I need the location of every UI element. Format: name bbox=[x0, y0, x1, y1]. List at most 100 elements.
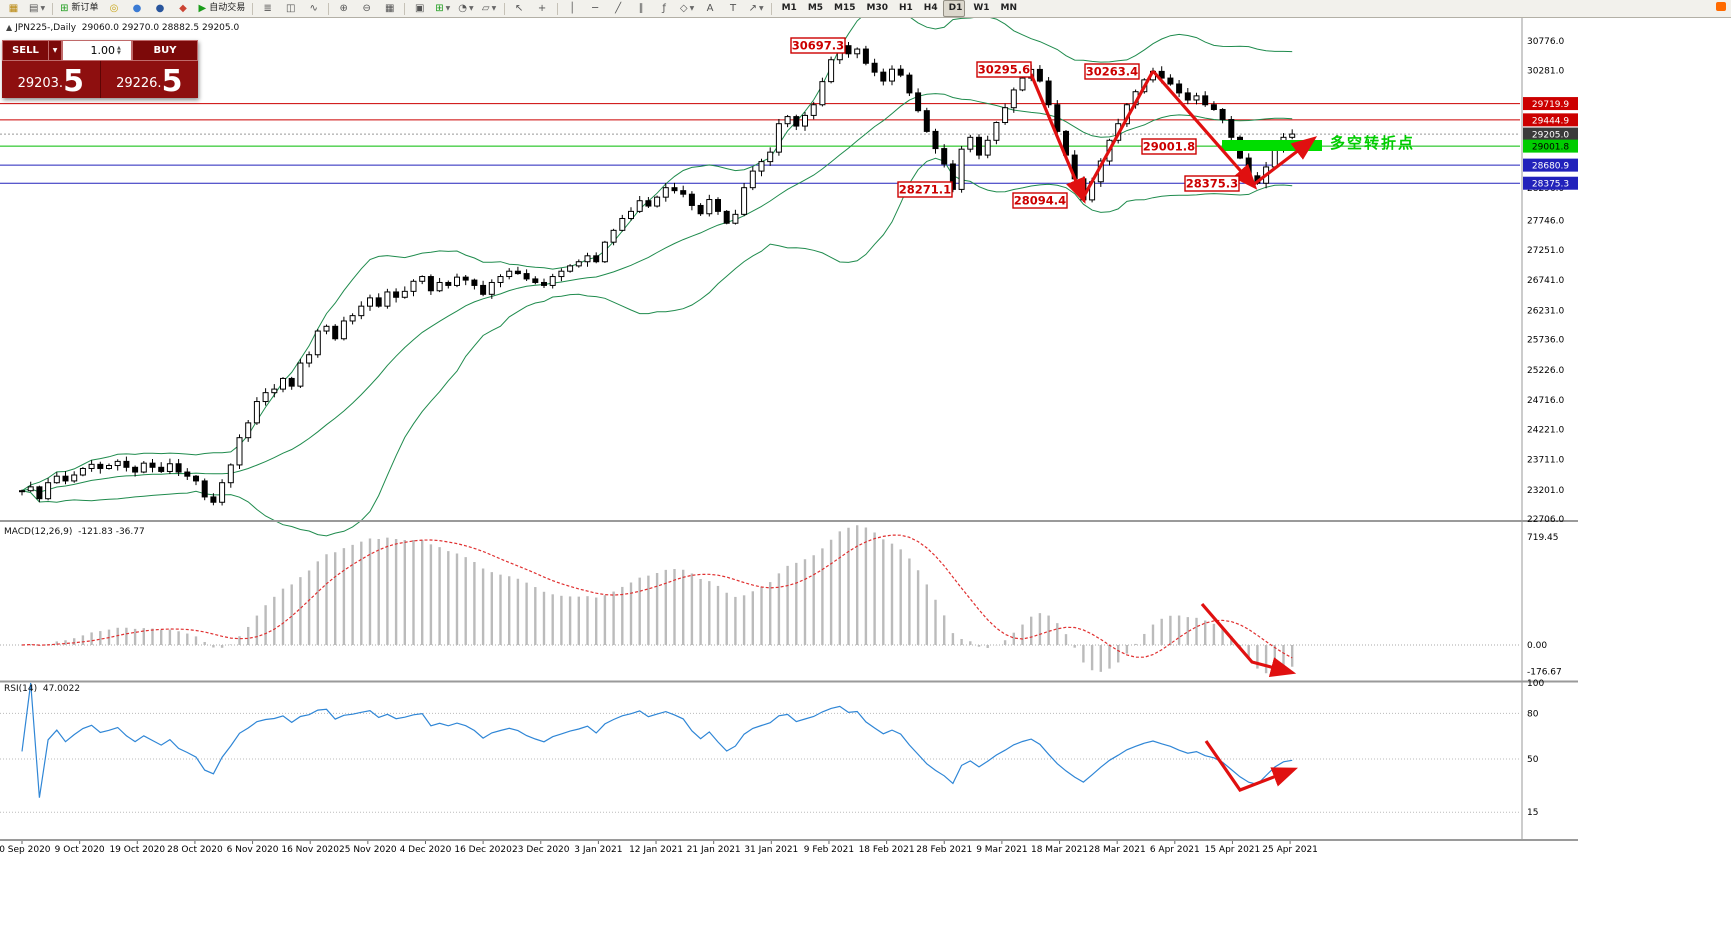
sell-price-big-digit: 5 bbox=[63, 64, 84, 99]
toolbar-separator bbox=[252, 2, 254, 15]
timeframe-m30-button[interactable]: M30 bbox=[861, 0, 891, 17]
timeframe-d1-button[interactable]: D1 bbox=[942, 0, 966, 17]
new-order-button-label: 新订单 bbox=[71, 3, 99, 13]
sound-button[interactable]: ◎ bbox=[103, 0, 124, 17]
chart-symbol-period: JPN225-,Daily bbox=[15, 23, 77, 33]
periods-button[interactable]: ◔ ▼ bbox=[455, 0, 476, 17]
price-tag-text: 29001.8 bbox=[1143, 140, 1195, 154]
auto-trading-button[interactable]: ▶ 自动交易 bbox=[195, 0, 248, 17]
zoom-out-icon: ⊖ bbox=[362, 2, 371, 14]
volume-down-icon[interactable]: ▼ bbox=[117, 49, 121, 56]
price-tag-box[interactable] bbox=[1084, 63, 1140, 80]
fibonacci-button[interactable]: ƒ bbox=[654, 0, 675, 17]
order-type-dropdown[interactable]: ▼ bbox=[49, 40, 62, 61]
axis-date-label: 31 Jan 2021 bbox=[744, 845, 798, 855]
rsi-axis-label: 100 bbox=[1527, 679, 1544, 689]
shapes-button[interactable]: ◇ ▼ bbox=[677, 0, 698, 17]
bar-chart-type-button[interactable]: ≣ bbox=[257, 0, 278, 17]
indicators-button[interactable]: ⊞ ▼ bbox=[432, 0, 453, 17]
timeframe-m5-button[interactable]: M5 bbox=[802, 0, 826, 17]
tile-windows-button[interactable]: ▦ bbox=[379, 0, 400, 17]
price-tag-box[interactable] bbox=[897, 181, 953, 198]
sound-icon: ◎ bbox=[109, 2, 119, 14]
candlesticks bbox=[19, 41, 1296, 506]
timeframe-w1-button[interactable]: W1 bbox=[967, 0, 992, 17]
templates-button[interactable]: ▱ ▼ bbox=[479, 0, 500, 17]
arrange-windows-button[interactable]: ▣ bbox=[409, 0, 430, 17]
vertical-line-button[interactable]: │ bbox=[562, 0, 583, 17]
price-tag-text: 28271.1 bbox=[899, 183, 951, 197]
candlestick-chart-type-button[interactable]: ◫ bbox=[280, 0, 301, 17]
market-button[interactable]: ◆ bbox=[172, 0, 193, 17]
new-chart-button[interactable]: ▦ bbox=[3, 0, 24, 17]
rsi-axis-label: 15 bbox=[1527, 808, 1538, 818]
toolbar-separator bbox=[770, 2, 772, 15]
price-tag-box[interactable] bbox=[1012, 192, 1068, 209]
price-tag-box[interactable] bbox=[1184, 175, 1240, 192]
crosshair-button[interactable]: + bbox=[532, 0, 553, 17]
text-label-button[interactable]: T bbox=[723, 0, 744, 17]
axis-level-label-box bbox=[1523, 158, 1578, 172]
price-axis[interactable]: 30776.030281.028296.027746.027251.026741… bbox=[1523, 37, 1578, 818]
community-button[interactable]: ● bbox=[149, 0, 170, 17]
timeframe-h4-button[interactable]: H4 bbox=[918, 0, 941, 17]
axis-price-label: 24716.0 bbox=[1527, 396, 1564, 406]
volume-up-icon[interactable]: ▲ bbox=[117, 44, 121, 51]
notification-badge[interactable] bbox=[1716, 2, 1726, 11]
market-icon: ◆ bbox=[179, 2, 187, 14]
timeframe-m15-button-label: M15 bbox=[834, 3, 856, 13]
rsi-indicator-title: RSI(14) 47.0022 bbox=[4, 684, 80, 694]
chevron-down-icon: ▼ bbox=[445, 4, 451, 12]
turning-point-band[interactable] bbox=[1222, 140, 1322, 151]
timeframe-mn-button[interactable]: MN bbox=[995, 0, 1021, 17]
trendline-button[interactable]: ╱ bbox=[608, 0, 629, 17]
chevron-down-icon: ▼ bbox=[491, 4, 497, 12]
chat-button[interactable]: ● bbox=[126, 0, 147, 17]
chevron-down-icon: ▼ bbox=[40, 4, 46, 12]
arrange-windows-icon: ▣ bbox=[414, 2, 425, 14]
sell-button[interactable]: SELL bbox=[2, 40, 49, 61]
macd-label: MACD(12,26,9) bbox=[4, 527, 73, 537]
timeframe-m15-button[interactable]: M15 bbox=[828, 0, 858, 17]
profiles-button[interactable]: ▤ ▼ bbox=[26, 0, 48, 17]
auto-trading-icon: ▶ bbox=[198, 2, 207, 14]
buy-button[interactable]: BUY bbox=[132, 40, 198, 61]
price-tag-box[interactable] bbox=[976, 61, 1032, 78]
channel-button[interactable]: ∥ bbox=[631, 0, 652, 17]
toolbar-separator bbox=[328, 2, 330, 15]
bollinger-bands bbox=[21, 4, 1293, 537]
new-order-button[interactable]: ⊞ 新订单 bbox=[57, 0, 101, 17]
timeframe-m1-button[interactable]: M1 bbox=[776, 0, 800, 17]
price-tag-text: 28375.3 bbox=[1186, 177, 1238, 191]
axis-price-label: 22706.0 bbox=[1527, 515, 1564, 525]
chevron-down-icon: ▼ bbox=[758, 4, 764, 12]
new-chart-icon: ▦ bbox=[8, 2, 19, 14]
axis-price-label: 27251.0 bbox=[1527, 246, 1564, 256]
price-tag-box[interactable] bbox=[1141, 138, 1197, 155]
horizontal-line-button[interactable]: ─ bbox=[585, 0, 606, 17]
cursor-button[interactable]: ↖ bbox=[509, 0, 530, 17]
zoom-in-button[interactable]: ⊕ bbox=[333, 0, 354, 17]
timeframe-m30-button-label: M30 bbox=[866, 3, 888, 13]
axis-date-label: 28 Feb 2021 bbox=[916, 845, 972, 855]
timeframe-m5-button-label: M5 bbox=[807, 3, 824, 13]
community-icon: ● bbox=[155, 2, 165, 14]
macd-pane bbox=[0, 525, 1520, 674]
axis-price-label: 25736.0 bbox=[1527, 336, 1564, 346]
volume-stepper[interactable]: ▲ ▼ bbox=[117, 44, 122, 56]
line-chart-type-button[interactable]: ∿ bbox=[303, 0, 324, 17]
text-button[interactable]: A bbox=[700, 0, 721, 17]
analyst-annotations[interactable]: 30697.3 30295.6 30263.4 29001.8 28271.1 28094… bbox=[790, 37, 1415, 792]
candlestick-chart-type-icon: ◫ bbox=[285, 2, 296, 14]
zoom-out-button[interactable]: ⊖ bbox=[356, 0, 377, 17]
chart-title: ▲ JPN225-,Daily 29060.0 29270.0 28882.5 2… bbox=[6, 23, 239, 33]
price-tag-box[interactable] bbox=[790, 37, 846, 54]
price-tag-text: 30263.4 bbox=[1086, 65, 1138, 79]
toolbar-separator bbox=[503, 2, 505, 15]
pane-separators[interactable] bbox=[0, 17, 1578, 841]
arrows-button[interactable]: ↗ ▼ bbox=[746, 0, 767, 17]
volume-input[interactable] bbox=[63, 44, 117, 57]
timeframe-h1-button[interactable]: H1 bbox=[893, 0, 916, 17]
